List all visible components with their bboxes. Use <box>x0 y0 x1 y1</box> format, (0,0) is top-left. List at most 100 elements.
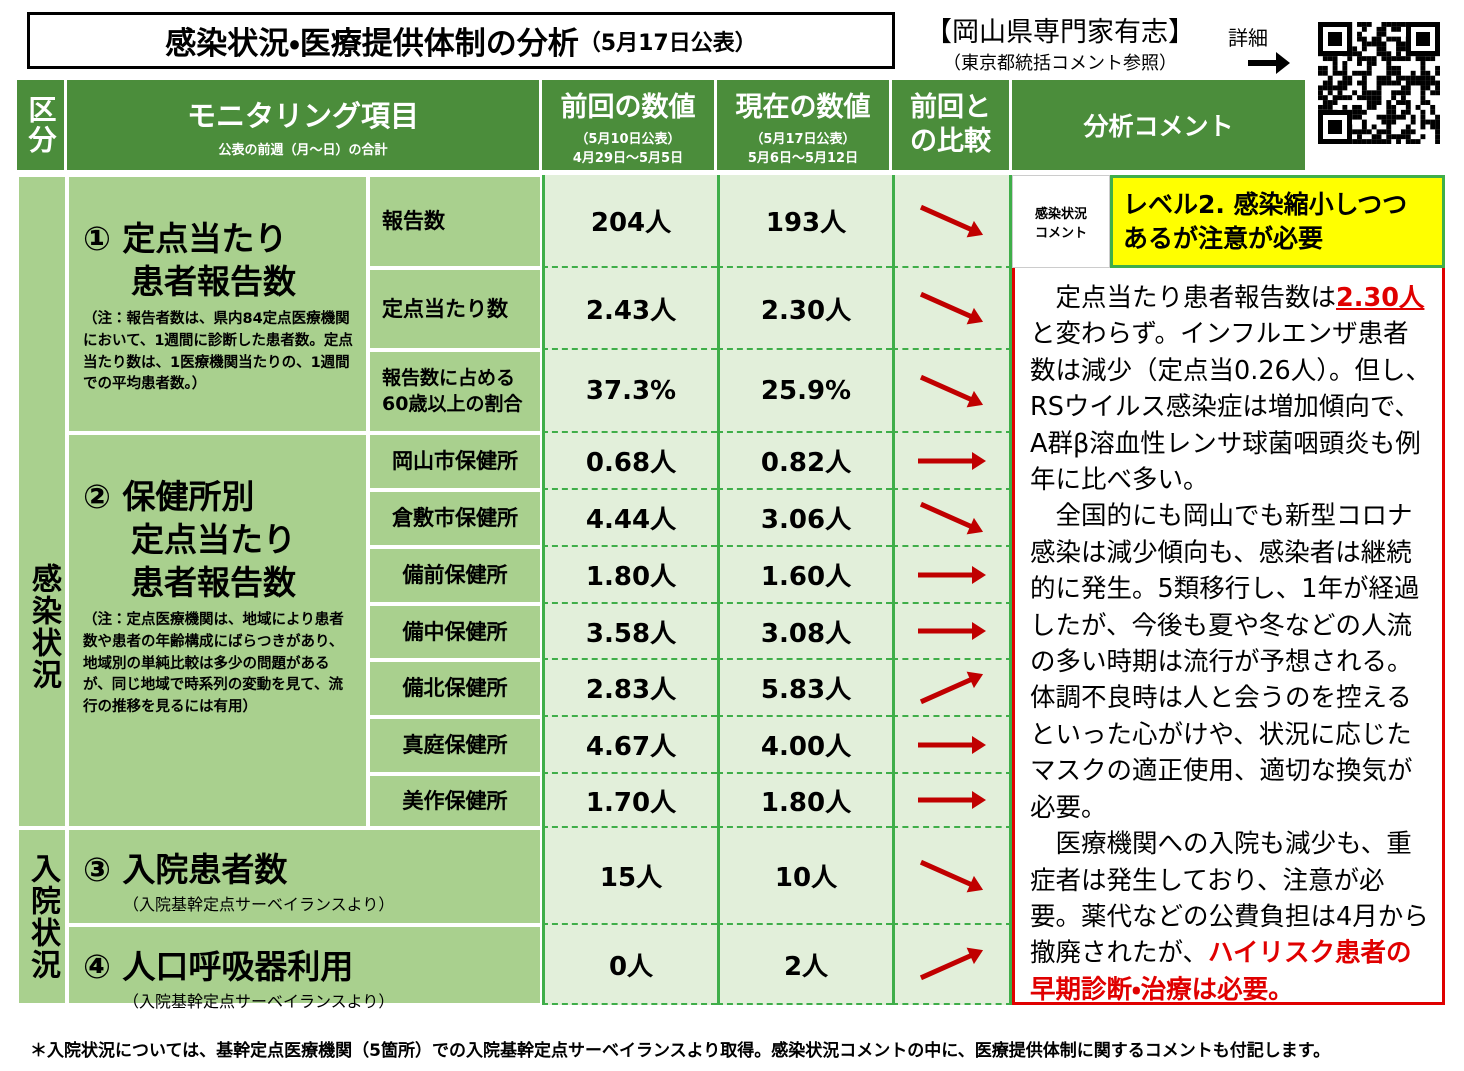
section-label: 感染状況 <box>17 175 67 828</box>
current-value: 3.08人 <box>717 604 892 660</box>
group-title: 患者報告数 <box>131 262 296 301</box>
row-item: 美作保健所 <box>368 774 542 828</box>
comment-tag: 感染状況コメント <box>1012 175 1110 268</box>
header-item-note: 公表の前週（月～日）の合計 <box>218 142 388 158</box>
title-box: 感染状況・医療提供体制の分析 （5月17日公表） <box>27 12 895 69</box>
comment-body: 定点当たり患者報告数は2.30人と変わらず。インフルエンザ患者数は減少（定点当0… <box>1012 268 1445 1005</box>
current-value: 5.83人 <box>717 660 892 717</box>
current-value: 0.82人 <box>717 433 892 490</box>
comment-text: 医療機関への入院も減少も、重症者は発生しており、注意が必要。薬代などの公費負担は… <box>1030 829 1429 969</box>
header-item-title: モニタリング項目 <box>186 98 419 133</box>
trend-arrow <box>918 451 986 470</box>
trend-arrow <box>919 859 984 892</box>
header-current-date: （5月17日公表） <box>750 131 856 147</box>
previous-value: 0.68人 <box>542 433 717 490</box>
trend-arrow <box>918 622 986 640</box>
compare-cell <box>892 774 1012 828</box>
compare-cell <box>892 828 1012 925</box>
header-category: 区分 <box>17 80 67 170</box>
header-previous: 前回の数値 （5月10日公表） 4月29日～5月5日 <box>542 80 717 170</box>
section-label: 入院状況 <box>17 828 67 1005</box>
row-item: 報告数に占める 60歳以上の割合 <box>368 350 542 433</box>
detail-arrow <box>1248 52 1290 74</box>
trend-arrow <box>918 735 986 754</box>
group-title: 患者報告数 <box>131 563 296 602</box>
group-label: ③ 入院患者数 （入院基幹定点サーベイランスより） <box>67 828 542 925</box>
current-value: 193人 <box>717 175 892 268</box>
row-item: 真庭保健所 <box>368 717 542 774</box>
header-current-period: 5月6日～5月12日 <box>747 150 859 166</box>
header-compare: 前回との比較 <box>892 80 1012 170</box>
row-item: 備北保健所 <box>368 660 542 717</box>
header-previous-date: （5月10日公表） <box>575 131 681 147</box>
footer-note: ＊入院状況については、基幹定点医療機関（5箇所）での入院基幹定点サーベイランスよ… <box>30 1041 1331 1061</box>
row-item: 倉敷市保健所 <box>368 490 542 547</box>
qr-code[interactable] <box>1318 22 1440 144</box>
current-value: 4.00人 <box>717 717 892 774</box>
group-note: （入院基幹定点サーベイランスより） <box>123 895 395 914</box>
comment-text: 定点当たり患者報告数は <box>1055 283 1337 313</box>
compare-cell <box>892 268 1012 350</box>
header-previous-title: 前回の数値 <box>560 91 696 123</box>
group-note: （入院基幹定点サーベイランスより） <box>123 992 395 1011</box>
previous-value: 15人 <box>542 828 717 925</box>
trend-arrow <box>918 565 986 584</box>
group-note: （注：定点医療機関は、地域により患者数や患者の年齢構成にばらつきがあり、地域別の… <box>83 612 344 715</box>
compare-cell <box>892 350 1012 433</box>
trend-arrow <box>919 374 984 407</box>
comment-paragraph: 定点当たり患者報告数は2.30人と変わらず。インフルエンザ患者数は減少（定点当0… <box>1030 280 1432 498</box>
org-note: （東京都統括コメント参照） <box>943 53 1177 74</box>
header-comment: 分析コメント <box>1012 80 1305 170</box>
row-item: 定点当たり数 <box>368 268 542 350</box>
trend-arrow <box>919 204 984 237</box>
current-value: 3.06人 <box>717 490 892 547</box>
trend-arrow <box>919 947 984 981</box>
header-item: モニタリング項目公表の前週（月～日）の合計 <box>67 80 542 170</box>
trend-arrow <box>919 291 984 325</box>
comment-emphasis: ハイリスク患者の早期診断・治療は必要。 <box>1030 938 1412 1005</box>
compare-cell <box>892 175 1012 268</box>
group-label: ① 定点当たり 患者報告数 （注：報告者数は、県内84定点医療機関において、1週間に… <box>67 175 368 433</box>
group-label: ② 保健所別定点当たり患者報告数 （注：定点医療機関は、地域により患者数や患者の年… <box>67 433 368 828</box>
compare-cell <box>892 925 1012 1005</box>
previous-value: 1.80人 <box>542 547 717 604</box>
previous-value: 37.3% <box>542 350 717 433</box>
compare-cell <box>892 490 1012 547</box>
comment-level: レベル2. 感染縮小しつつあるが注意が必要 <box>1110 175 1445 268</box>
row-item: 備前保健所 <box>368 547 542 604</box>
trend-arrow <box>919 671 984 704</box>
detail-label: 詳細 <box>1228 26 1268 50</box>
group-title: 定点当たり <box>131 520 296 559</box>
current-value: 1.60人 <box>717 547 892 604</box>
title-date: （5月17日公表） <box>578 30 757 56</box>
group-title: ③ 入院患者数 <box>83 850 288 889</box>
trend-arrow <box>918 791 986 809</box>
group-label: ④ 人口呼吸器利用 （入院基幹定点サーベイランスより） <box>67 925 542 1011</box>
group-title: ② 保健所別 <box>83 477 255 516</box>
group-title: ④ 人口呼吸器利用 <box>83 947 354 986</box>
row-item: 備中保健所 <box>368 604 542 660</box>
previous-value: 0人 <box>542 925 717 1005</box>
current-value: 25.9% <box>717 350 892 433</box>
previous-value: 4.44人 <box>542 490 717 547</box>
comment-paragraph: 全国的にも岡山でも新型コロナ感染は減少傾向も、感染者は継続的に発生。5類移行し、… <box>1030 498 1432 826</box>
header-previous-period: 4月29日～5月5日 <box>572 150 684 166</box>
title: 感染状況・医療提供体制の分析 <box>165 26 579 62</box>
comment-paragraph: 医療機関への入院も減少も、重症者は発生しており、注意が必要。薬代などの公費負担は… <box>1030 826 1432 1008</box>
row-item: 岡山市保健所 <box>368 433 542 490</box>
comment-text: 全国的にも岡山でも新型コロナ感染は減少傾向も、感染者は継続的に発生。5類移行し、… <box>1030 501 1420 823</box>
compare-cell <box>892 547 1012 604</box>
trend-arrow <box>919 501 984 534</box>
previous-value: 2.83人 <box>542 660 717 717</box>
header-current-title: 現在の数値 <box>735 91 871 123</box>
current-value: 2.30人 <box>717 268 892 350</box>
row-item: 報告数 <box>368 175 542 268</box>
header-current: 現在の数値 （5月17日公表） 5月6日～5月12日 <box>717 80 892 170</box>
org: 【岡山県専門家有志】 <box>925 17 1195 48</box>
group-note: （注：報告者数は、県内84定点医療機関において、1週間に診断した患者数。定点当た… <box>83 311 353 393</box>
compare-cell <box>892 660 1012 717</box>
comment-emphasis: 2.30人 <box>1336 283 1425 313</box>
current-value: 1.80人 <box>717 774 892 828</box>
compare-cell <box>892 433 1012 490</box>
